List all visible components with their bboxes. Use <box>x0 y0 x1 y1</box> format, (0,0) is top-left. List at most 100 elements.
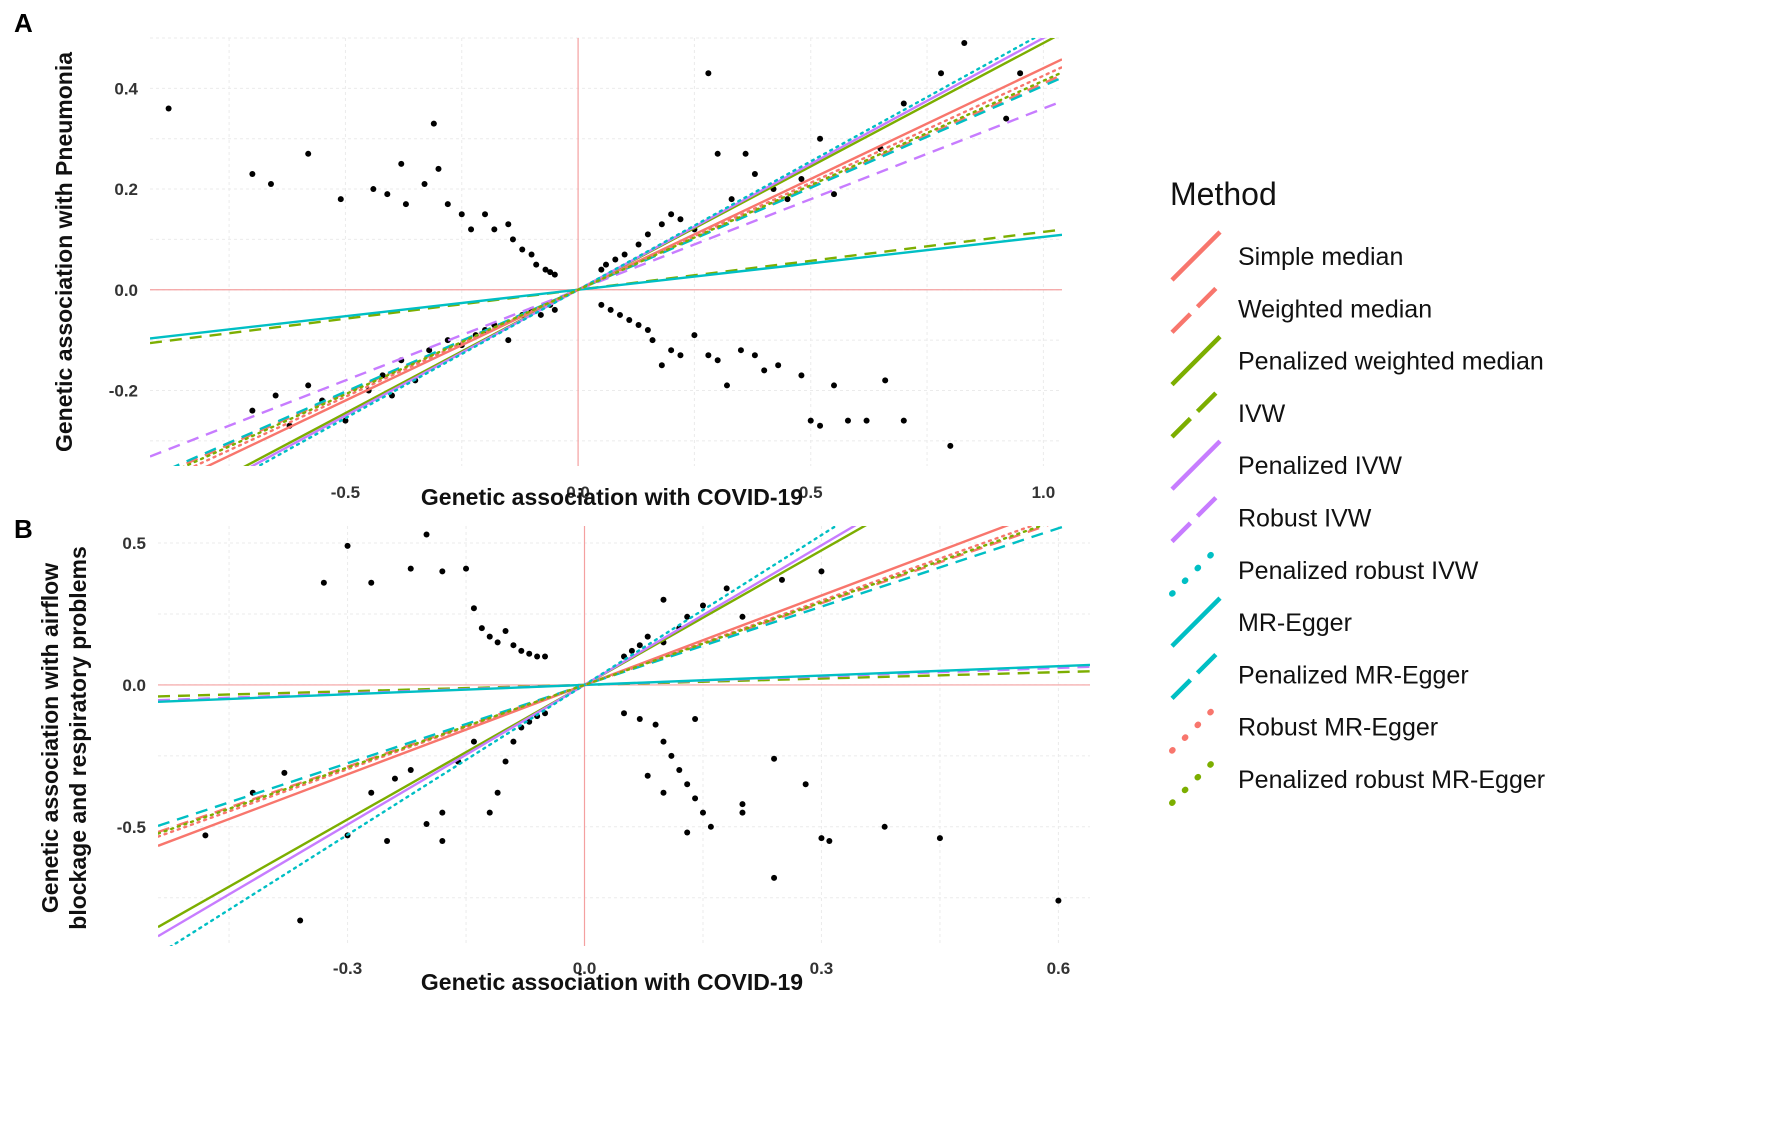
data-point <box>534 653 541 660</box>
x-axis-title: Genetic association with COVID-19 <box>421 484 803 510</box>
legend-label: Robust MR-Egger <box>1238 714 1438 742</box>
legend-swatch <box>1170 335 1222 387</box>
data-point <box>342 417 349 424</box>
data-point <box>636 715 643 722</box>
data-point <box>478 625 485 632</box>
data-point <box>526 718 533 725</box>
data-point <box>384 838 391 844</box>
data-point <box>938 70 945 77</box>
data-point <box>547 269 554 276</box>
grid <box>158 526 1090 946</box>
data-point <box>509 236 516 243</box>
fit-line-weighted-median <box>177 73 1062 466</box>
data-point <box>165 105 172 112</box>
data-point <box>831 191 837 198</box>
x-tick-label: 0.6 <box>1047 959 1071 978</box>
data-point <box>491 226 498 233</box>
data-point <box>533 261 540 268</box>
data-point <box>751 170 758 177</box>
data-point <box>458 211 465 218</box>
data-point <box>598 266 605 273</box>
data-point <box>677 352 684 359</box>
data-point <box>494 789 501 796</box>
data-point <box>936 835 943 842</box>
data-point <box>551 306 558 313</box>
fit-line-robust-ivw <box>150 100 1062 458</box>
data-point <box>537 311 544 318</box>
data-point <box>831 382 837 389</box>
legend-key <box>1169 542 1223 597</box>
x-axis-title: Genetic association with COVID-19 <box>421 969 803 995</box>
data-point <box>818 835 825 842</box>
data-point <box>817 135 824 142</box>
data-point <box>612 256 619 263</box>
y-tick-label: 0.4 <box>114 79 138 98</box>
fit-line-mr-egger <box>158 663 1090 703</box>
panel-a: -0.5 0.0 0.5 1.0 -0.2 0.0 0.2 0.4 A Genetic assoc… <box>14 8 1062 510</box>
data-point <box>705 70 712 77</box>
data-point <box>739 801 746 808</box>
legend-swatch <box>1170 282 1222 334</box>
fit-line-simple-median <box>205 58 1062 466</box>
legend-key <box>1170 230 1222 282</box>
y-tick-label: 0.5 <box>122 534 146 553</box>
data-point <box>305 382 312 389</box>
data-point <box>505 221 512 228</box>
data-point <box>628 647 635 654</box>
data-point <box>751 352 758 359</box>
data-point <box>844 417 851 424</box>
data-point <box>249 170 256 177</box>
legend-label: Simple median <box>1238 243 1403 271</box>
data-point <box>1017 70 1024 77</box>
data-point <box>202 832 209 839</box>
legend-title: Method <box>1170 176 1277 212</box>
fit-line-robust-mr-egger <box>192 66 1062 466</box>
data-point <box>761 367 768 374</box>
legend-swatch <box>1170 648 1222 700</box>
x-tick-label: -0.5 <box>331 483 360 502</box>
data-point <box>684 613 691 620</box>
fit-line-penalized-mr-egger <box>158 526 1070 828</box>
data-point <box>784 196 791 203</box>
legend-key <box>1170 648 1222 700</box>
legend-key <box>1169 699 1223 754</box>
data-point <box>802 781 809 788</box>
legend-label: Penalized weighted median <box>1238 348 1544 376</box>
data-point <box>900 417 907 424</box>
legend-label: Penalized robust MR-Egger <box>1238 766 1545 794</box>
data-point <box>607 306 614 313</box>
fit-line-mr-egger <box>150 233 1062 340</box>
data-point <box>297 917 304 924</box>
data-point <box>320 579 327 586</box>
data-point <box>652 721 659 728</box>
data-point <box>881 823 888 830</box>
data-point <box>961 40 968 47</box>
data-point <box>379 372 386 379</box>
data-point <box>519 246 526 253</box>
data-point <box>423 531 430 538</box>
fit-line-ivw <box>150 228 1062 345</box>
data-point <box>281 769 288 776</box>
data-point <box>402 201 409 208</box>
data-point <box>660 596 667 603</box>
data-point <box>947 442 954 449</box>
data-point <box>526 650 533 657</box>
fit-lines <box>158 526 1090 946</box>
data-point <box>249 407 256 414</box>
data-point <box>775 362 782 369</box>
legend-swatch <box>1169 699 1223 754</box>
legend-label: Penalized MR-Egger <box>1238 661 1469 689</box>
panel-label: A <box>14 8 33 38</box>
data-point <box>542 266 549 273</box>
x-tick-label: 0.3 <box>810 959 834 978</box>
data-point <box>551 271 558 278</box>
data-point <box>714 150 721 157</box>
data-point <box>668 211 675 218</box>
data-point <box>723 382 730 389</box>
data-point <box>644 231 651 238</box>
fit-line-penalized-robust-ivw <box>169 526 839 946</box>
data-point <box>542 653 549 660</box>
data-point <box>398 160 405 167</box>
data-point <box>649 337 656 344</box>
data-point <box>423 820 430 827</box>
